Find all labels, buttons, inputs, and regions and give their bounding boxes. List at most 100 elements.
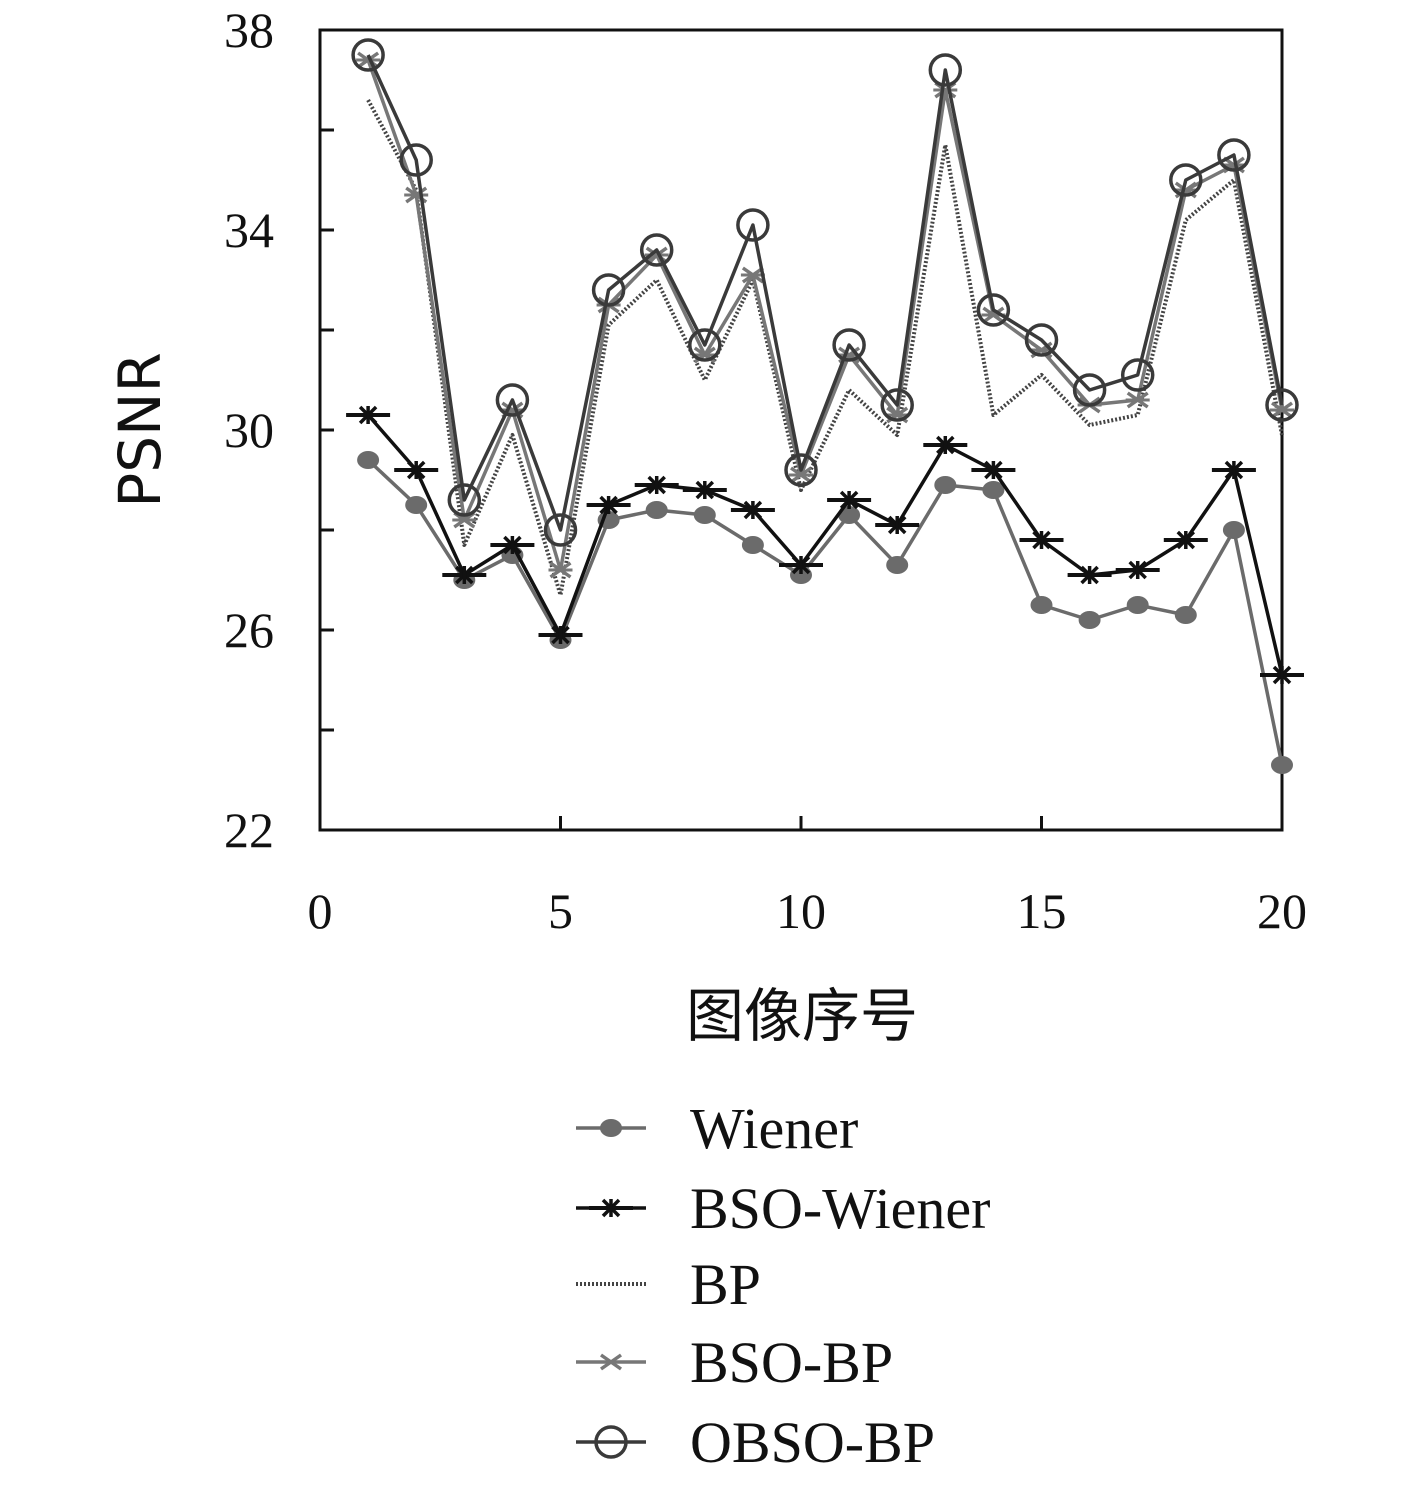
point-wiener [1222,521,1245,539]
series-bp [366,99,1284,597]
point-obso-bp [447,483,482,517]
legend-item-bso-wiener: BSO-Wiener [576,1176,990,1241]
series-line-obso-bp [366,54,1284,532]
point-obso-bp [976,293,1011,327]
point-obso-bp [399,143,433,177]
point-bso-wiener [971,460,1016,480]
legend: Wiener BSO-Wiener BP BSO-BP OBSO-BP [576,1096,990,1475]
x-tick-label: 10 [776,883,826,939]
point-wiener [934,476,957,494]
legend-label: BSO-BP [690,1330,893,1395]
point-bso-bp [1270,401,1294,419]
point-wiener [741,536,764,554]
plot-frame [318,28,1284,832]
series-line-bp [366,99,1284,597]
point-obso-bp [1072,373,1107,407]
point-bso-wiener [875,515,920,535]
y-tick-label: 38 [224,2,274,58]
point-bso-wiener [538,625,583,645]
series-layer [346,38,1304,774]
axis-ticks [318,28,1284,832]
point-obso-bp [1120,358,1155,392]
legend-swatch-marker [594,1425,628,1459]
point-wiener [1174,606,1197,624]
point-bso-wiener [682,480,727,500]
point-wiener [1030,596,1053,614]
y-axis-title: PSNR [106,352,174,507]
point-wiener [357,451,380,469]
point-obso-bp [688,328,722,362]
point-bso-wiener [490,535,535,555]
point-obso-bp [832,328,866,362]
point-bso-wiener [1163,530,1208,550]
point-obso-bp [495,383,530,417]
legend-swatch-marker [600,1119,622,1137]
legend-swatch-marker [599,1353,623,1371]
point-bso-bp [1125,391,1150,409]
y-tick-label: 22 [224,802,274,858]
point-obso-bp [1217,138,1251,172]
point-bso-wiener [1260,665,1304,685]
legend-item-wiener: Wiener [576,1096,858,1161]
point-wiener [838,506,861,524]
series-wiener [357,451,1293,774]
point-obso-bp [639,233,674,267]
point-bso-wiener [779,555,823,575]
point-obso-bp [543,513,578,547]
point-obso-bp [1024,323,1059,357]
point-bso-wiener [1211,460,1256,480]
legend-label: BSO-Wiener [690,1176,990,1241]
point-obso-bp [784,453,818,487]
point-bso-wiener [394,460,439,480]
legend-label: Wiener [690,1096,858,1161]
point-obso-bp [1265,388,1299,422]
point-bso-wiener [827,490,872,510]
axis-tick-labels: 0 5 10 15 20 22 26 30 34 38 [224,2,1307,939]
point-obso-bp [591,273,626,307]
point-bso-wiener [1067,565,1112,585]
legend-label: BP [690,1252,761,1317]
point-bso-wiener [923,435,968,455]
legend-item-bso-bp: BSO-BP [576,1330,893,1395]
series-line-bso-bp [366,59,1284,572]
series-line-wiener [366,458,1284,766]
point-bso-wiener [634,475,679,495]
point-wiener [645,501,668,519]
x-axis-title: 图像序号 [686,982,918,1050]
point-bso-wiener [730,500,775,520]
point-wiener [693,506,716,524]
point-obso-bp [351,38,385,72]
y-tick-label: 34 [224,202,274,258]
x-tick-label: 20 [1257,883,1307,939]
legend-label: OBSO-BP [690,1410,935,1475]
point-bso-bp [356,51,381,69]
x-tick-label: 15 [1017,883,1067,939]
point-bso-bp [740,266,765,284]
legend-swatch-marker [589,1198,633,1218]
point-bso-bp [548,561,573,579]
point-bso-wiener [346,405,391,425]
legend-item-bp: BP [576,1252,761,1317]
point-obso-bp [928,53,963,87]
point-bso-wiener [586,495,631,515]
point-wiener [1126,596,1149,614]
y-tick-label: 30 [224,402,274,458]
point-bso-wiener [442,565,487,585]
point-bso-wiener [1115,560,1160,580]
point-wiener [886,556,909,574]
point-bso-wiener [1019,530,1064,550]
point-obso-bp [736,208,770,242]
point-wiener [1078,611,1101,629]
point-bso-bp [789,466,813,484]
point-obso-bp [880,388,914,422]
series-obso-bp [351,38,1299,547]
legend-item-obso-bp: OBSO-BP [576,1410,935,1475]
x-tick-label: 0 [308,883,333,939]
point-wiener [405,496,428,514]
point-wiener [1271,756,1293,774]
point-wiener [982,481,1005,499]
series-bso-wiener [346,405,1304,685]
point-obso-bp [1169,163,1203,197]
y-tick-label: 26 [224,602,274,658]
